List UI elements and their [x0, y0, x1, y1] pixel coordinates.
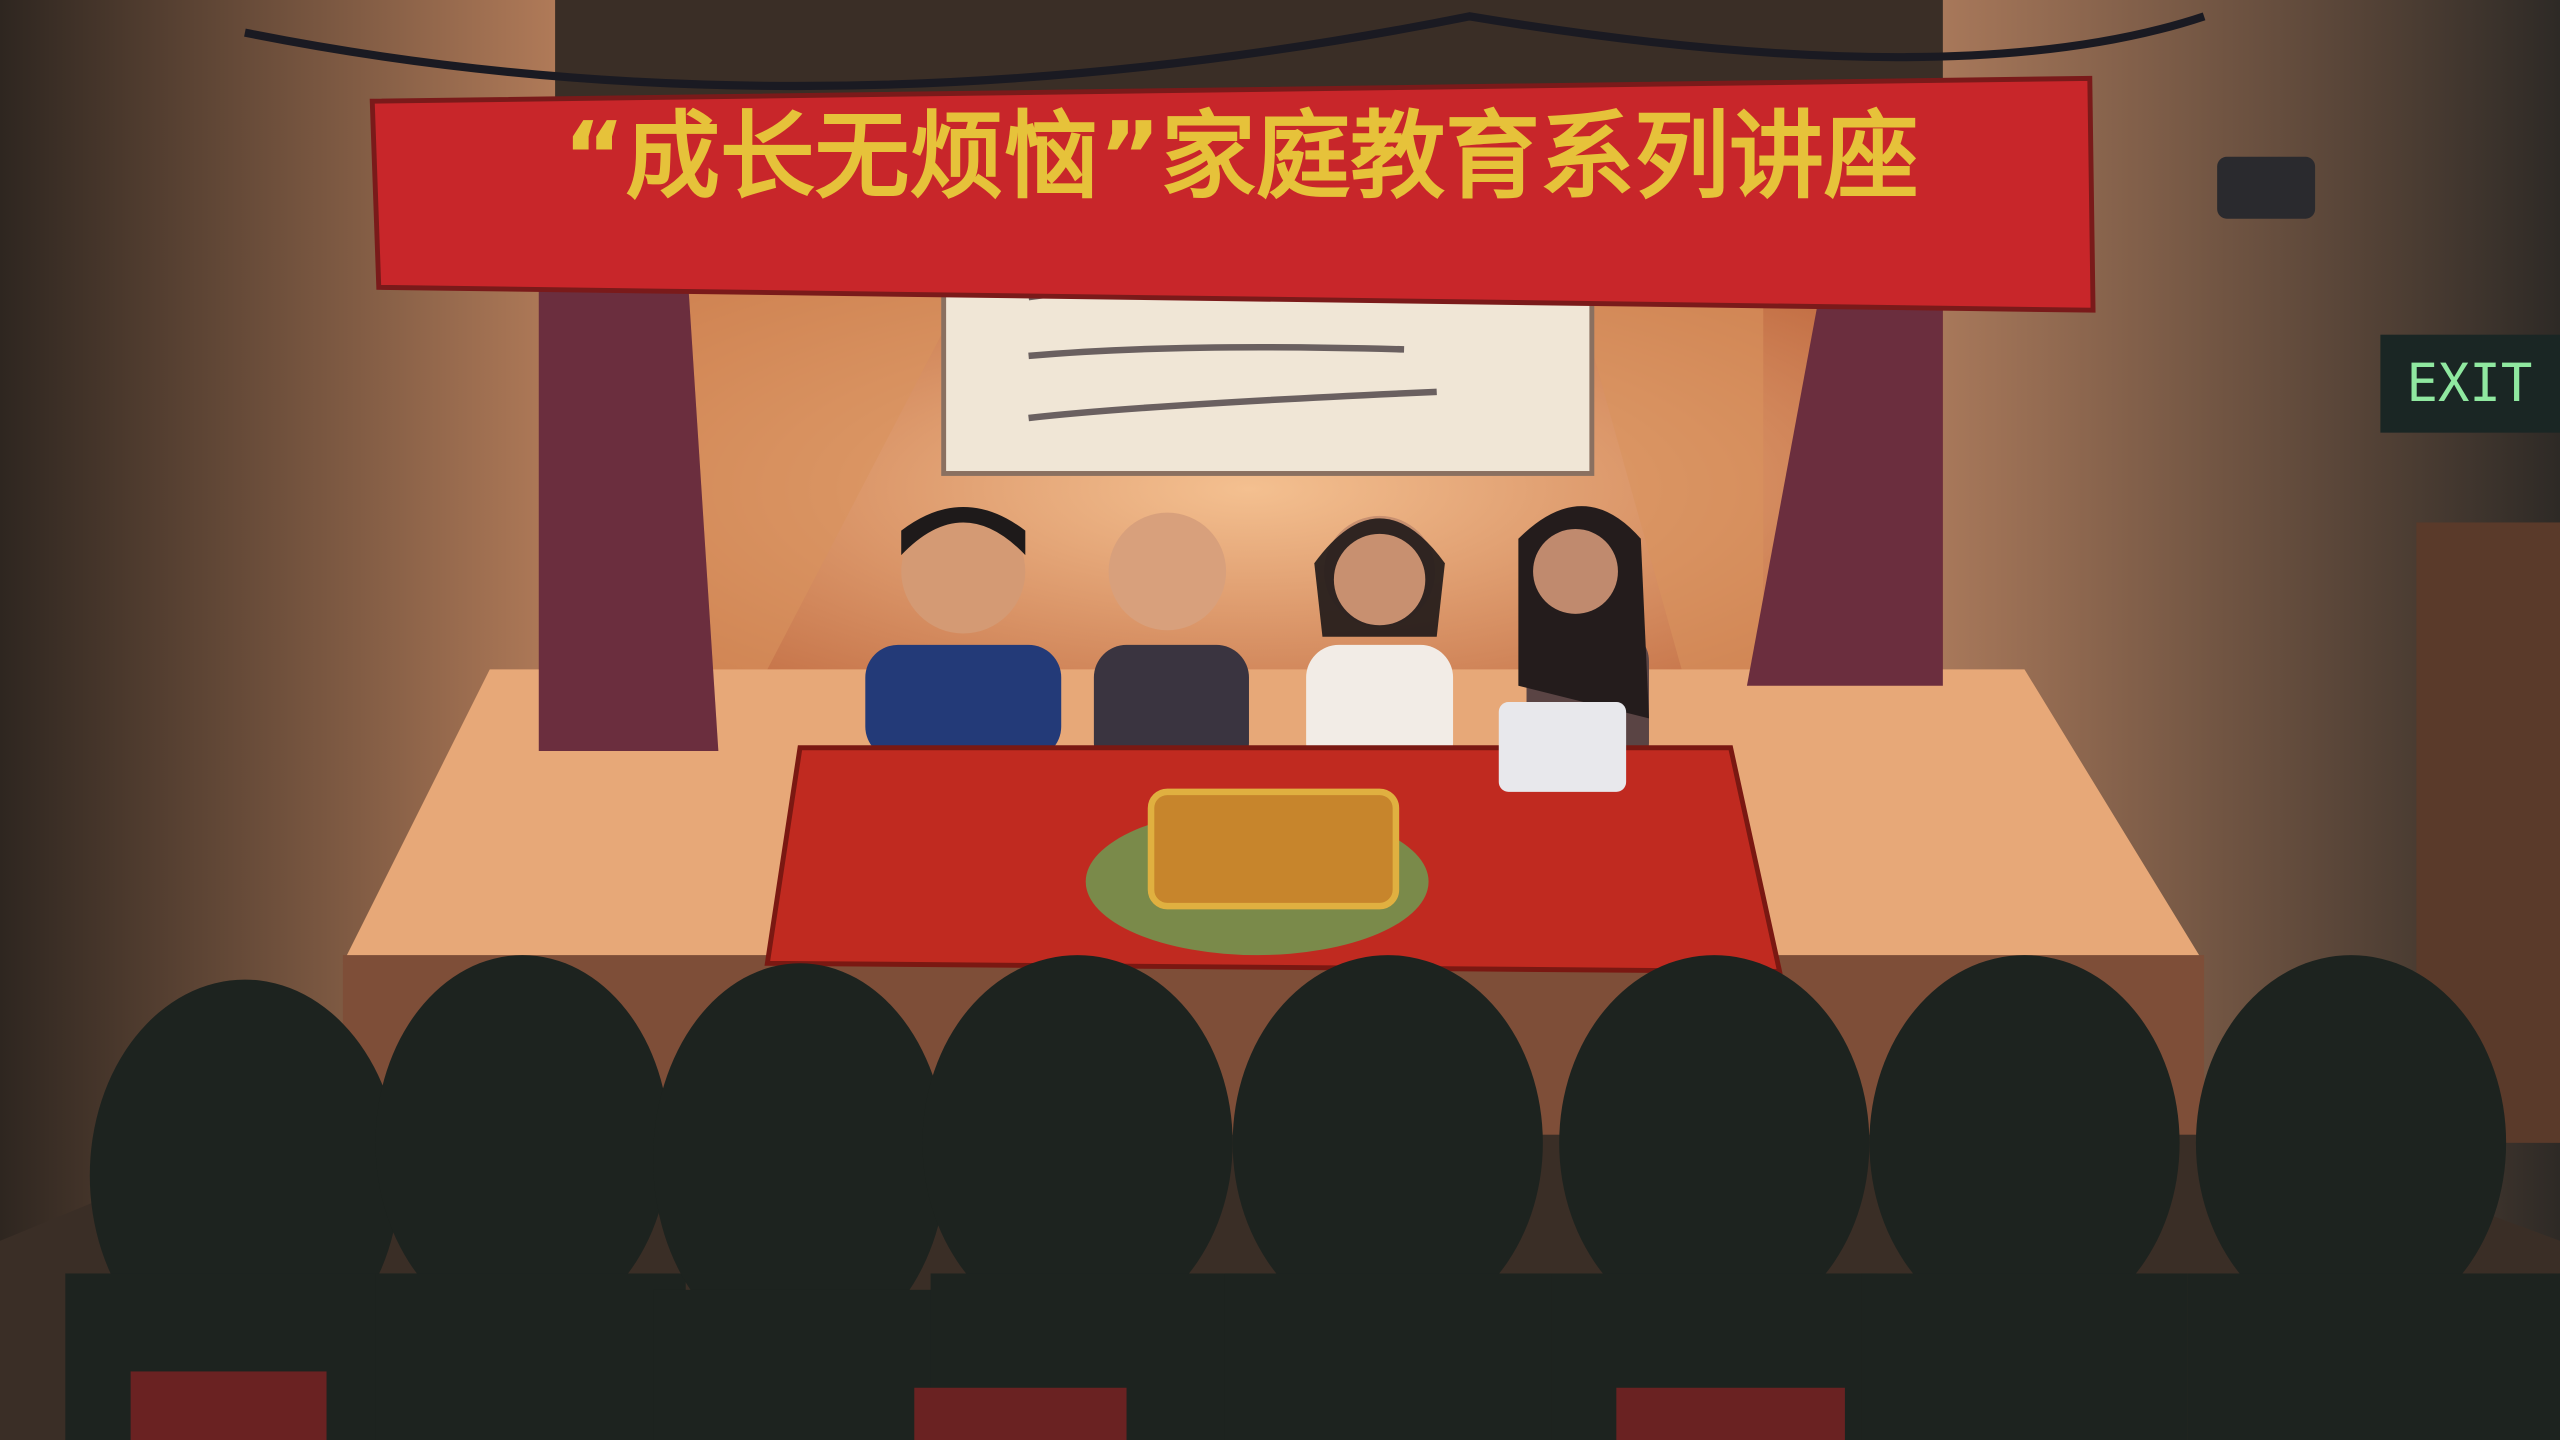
banner-title: “成长无烦恼”家庭教育系列讲座: [563, 102, 1918, 212]
camera: [2217, 156, 2316, 219]
left-curtain: [538, 244, 719, 752]
exit-sign: [2380, 334, 2560, 433]
panelists: [865, 506, 1649, 776]
audience: [65, 955, 2560, 1440]
backdrop-panel: [1567, 261, 1764, 670]
cables: [244, 12, 2206, 91]
right-curtain: [1746, 244, 1943, 686]
laptop: [1498, 702, 1627, 792]
audience-collars: [130, 1371, 1845, 1440]
exit-label: EXIT: [2407, 354, 2533, 414]
backdrop-panel: [685, 261, 980, 670]
nameplate: [1147, 788, 1400, 910]
banner: [369, 75, 2096, 313]
